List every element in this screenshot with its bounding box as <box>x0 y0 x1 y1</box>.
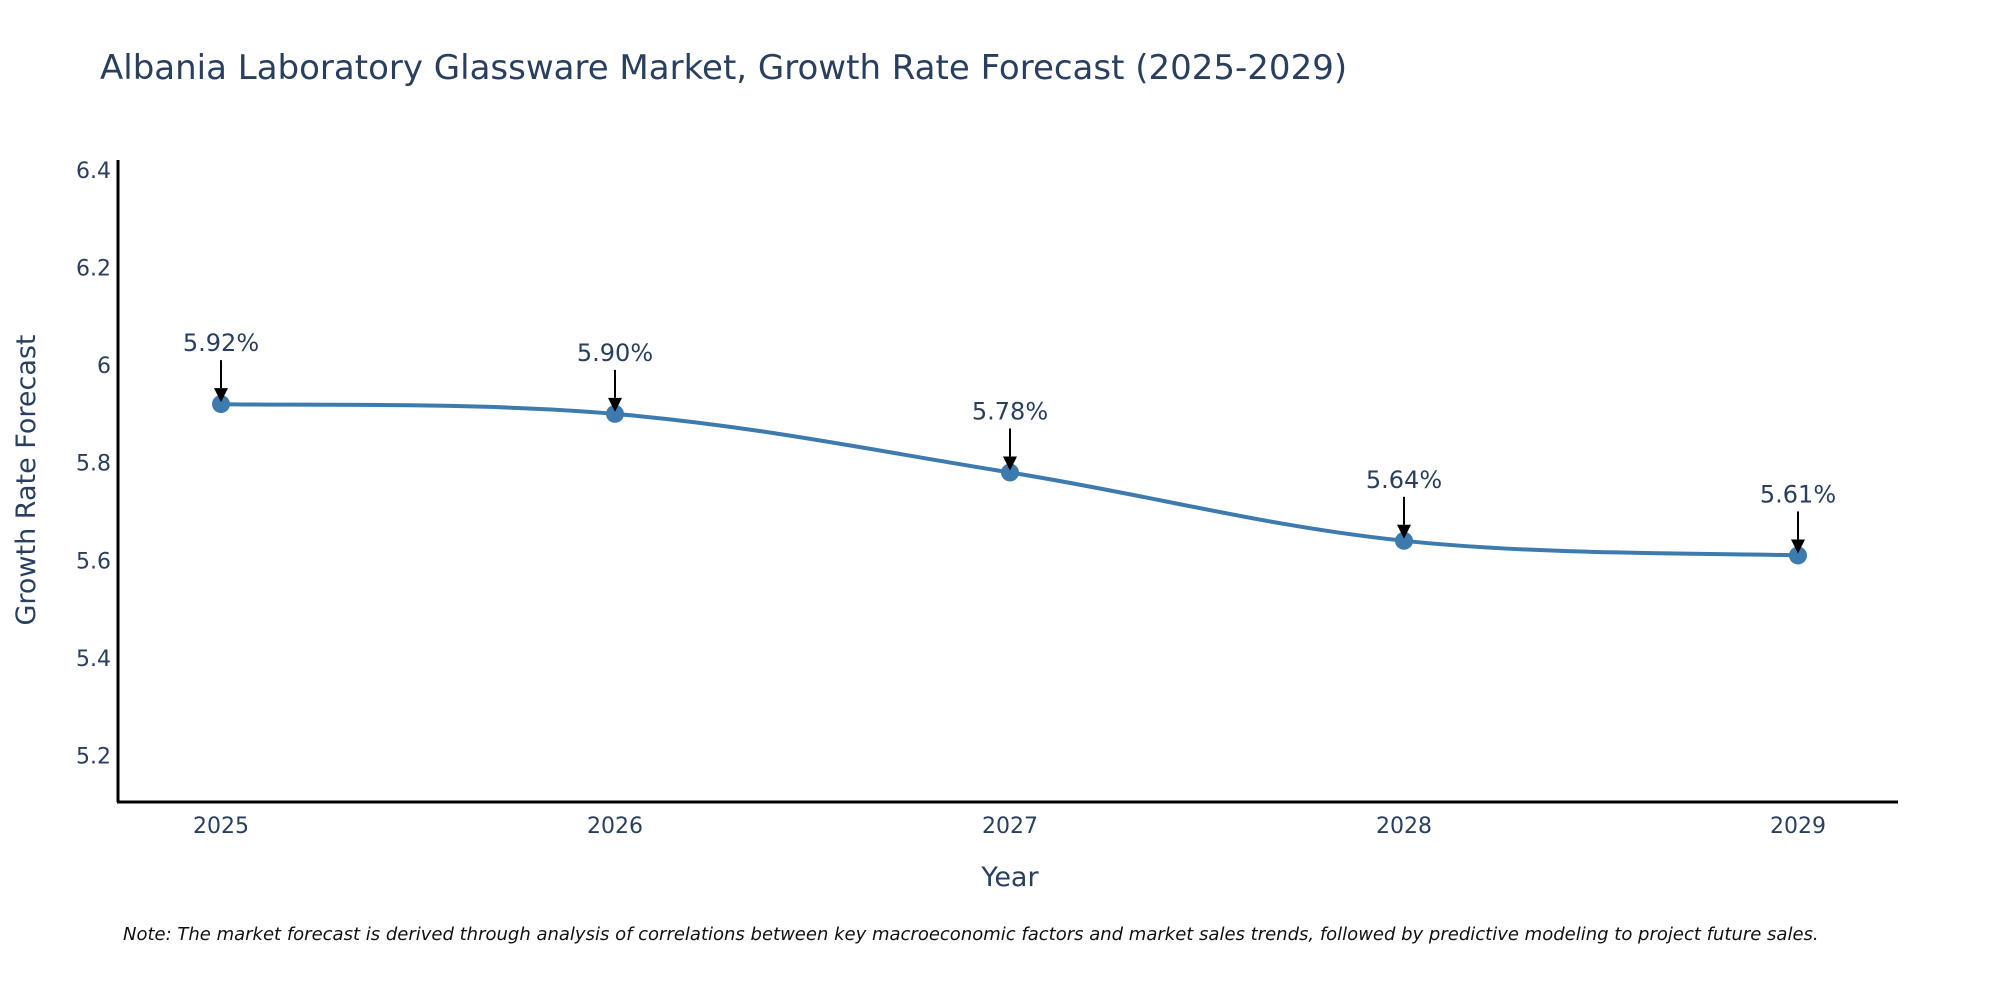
data-point-2029 <box>1789 546 1807 565</box>
chart-note: Note: The market forecast is derived thr… <box>123 924 1819 945</box>
chart-title: Albania Laboratory Glassware Market, Gro… <box>100 48 1347 88</box>
data-point-2025 <box>212 395 230 414</box>
x-tick-label: 2026 <box>587 814 643 839</box>
y-axis-title: Growth Rate Forecast <box>11 334 42 625</box>
y-tick-label: 5.4 <box>76 647 111 672</box>
x-axis-title: Year <box>980 862 1039 893</box>
data-point-2027 <box>1001 463 1019 482</box>
data-label-2025: 5.92% <box>183 329 259 357</box>
data-point-2026 <box>606 404 624 423</box>
x-tick-label: 2027 <box>982 814 1038 839</box>
x-tick-label: 2028 <box>1376 814 1432 839</box>
x-axis-ticks: 2025 2026 2027 2028 2029 <box>193 814 1826 839</box>
data-annotations: 5.92% 5.90% 5.78% 5.64% 5.61% <box>183 329 1836 554</box>
y-tick-label: 5.2 <box>76 745 111 770</box>
data-label-2026: 5.90% <box>577 339 653 367</box>
y-tick-label: 6 <box>97 354 111 379</box>
data-label-2029: 5.61% <box>1760 480 1836 508</box>
x-tick-label: 2029 <box>1770 814 1826 839</box>
y-tick-label: 5.6 <box>76 549 111 574</box>
annotation-arrow-head-2029 <box>1791 539 1805 554</box>
annotation-arrow-head-2026 <box>608 397 622 412</box>
y-tick-label: 5.8 <box>76 452 111 477</box>
data-markers <box>212 395 1807 565</box>
annotation-arrow-head-2028 <box>1397 524 1411 539</box>
annotation-arrow-head-2027 <box>1003 456 1017 471</box>
y-axis-ticks: 5.2 5.4 5.6 5.8 6 6.2 6.4 <box>76 159 111 770</box>
annotation-arrow-head-2025 <box>214 388 228 403</box>
data-label-2028: 5.64% <box>1366 466 1442 494</box>
data-label-2027: 5.78% <box>972 397 1048 425</box>
data-point-2028 <box>1395 531 1413 550</box>
x-tick-label: 2025 <box>193 814 249 839</box>
y-tick-label: 6.4 <box>76 159 111 184</box>
y-tick-label: 6.2 <box>76 256 111 281</box>
